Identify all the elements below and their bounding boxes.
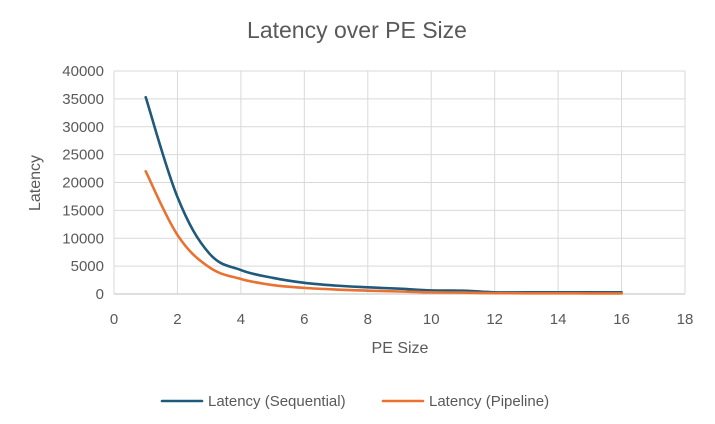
y-tick-label: 30000 [62,119,104,136]
y-tick-label: 35000 [62,91,104,108]
y-tick-label: 20000 [62,175,104,192]
legend-label-1: Latency (Pipeline) [429,393,549,410]
x-tick-label: 10 [423,311,440,328]
grid-layer [113,70,686,295]
x-tick-label: 8 [364,311,372,328]
series-layer [144,95,623,295]
y-tick-label: 10000 [62,230,104,247]
x-tick-label: 0 [110,311,118,328]
x-tick-label: 4 [237,311,245,328]
series-line-1 [144,170,623,295]
y-tick-label: 5000 [71,258,104,275]
x-tick-label: 18 [677,311,694,328]
chart-title: Latency over PE Size [247,17,467,43]
x-tick-label: 12 [486,311,503,328]
y-tick-label: 15000 [62,202,104,219]
x-tick-label: 6 [300,311,308,328]
legend-label-0: Latency (Sequential) [208,393,346,410]
x-tick-label: 14 [550,311,567,328]
y-tick-label: 0 [96,286,104,303]
x-tick-label: 16 [613,311,630,328]
y-axis-label: Latency [27,155,44,211]
y-tick-label: 25000 [62,147,104,164]
y-tick-label: 40000 [62,63,104,80]
legend: Latency (Sequential) Latency (Pipeline) [160,393,549,410]
axes-layer: 0 5000 10000 15000 20000 25000 30000 35000 40000… [62,63,693,328]
x-tick-label: 2 [173,311,181,328]
x-axis-label: PE Size [372,340,429,357]
